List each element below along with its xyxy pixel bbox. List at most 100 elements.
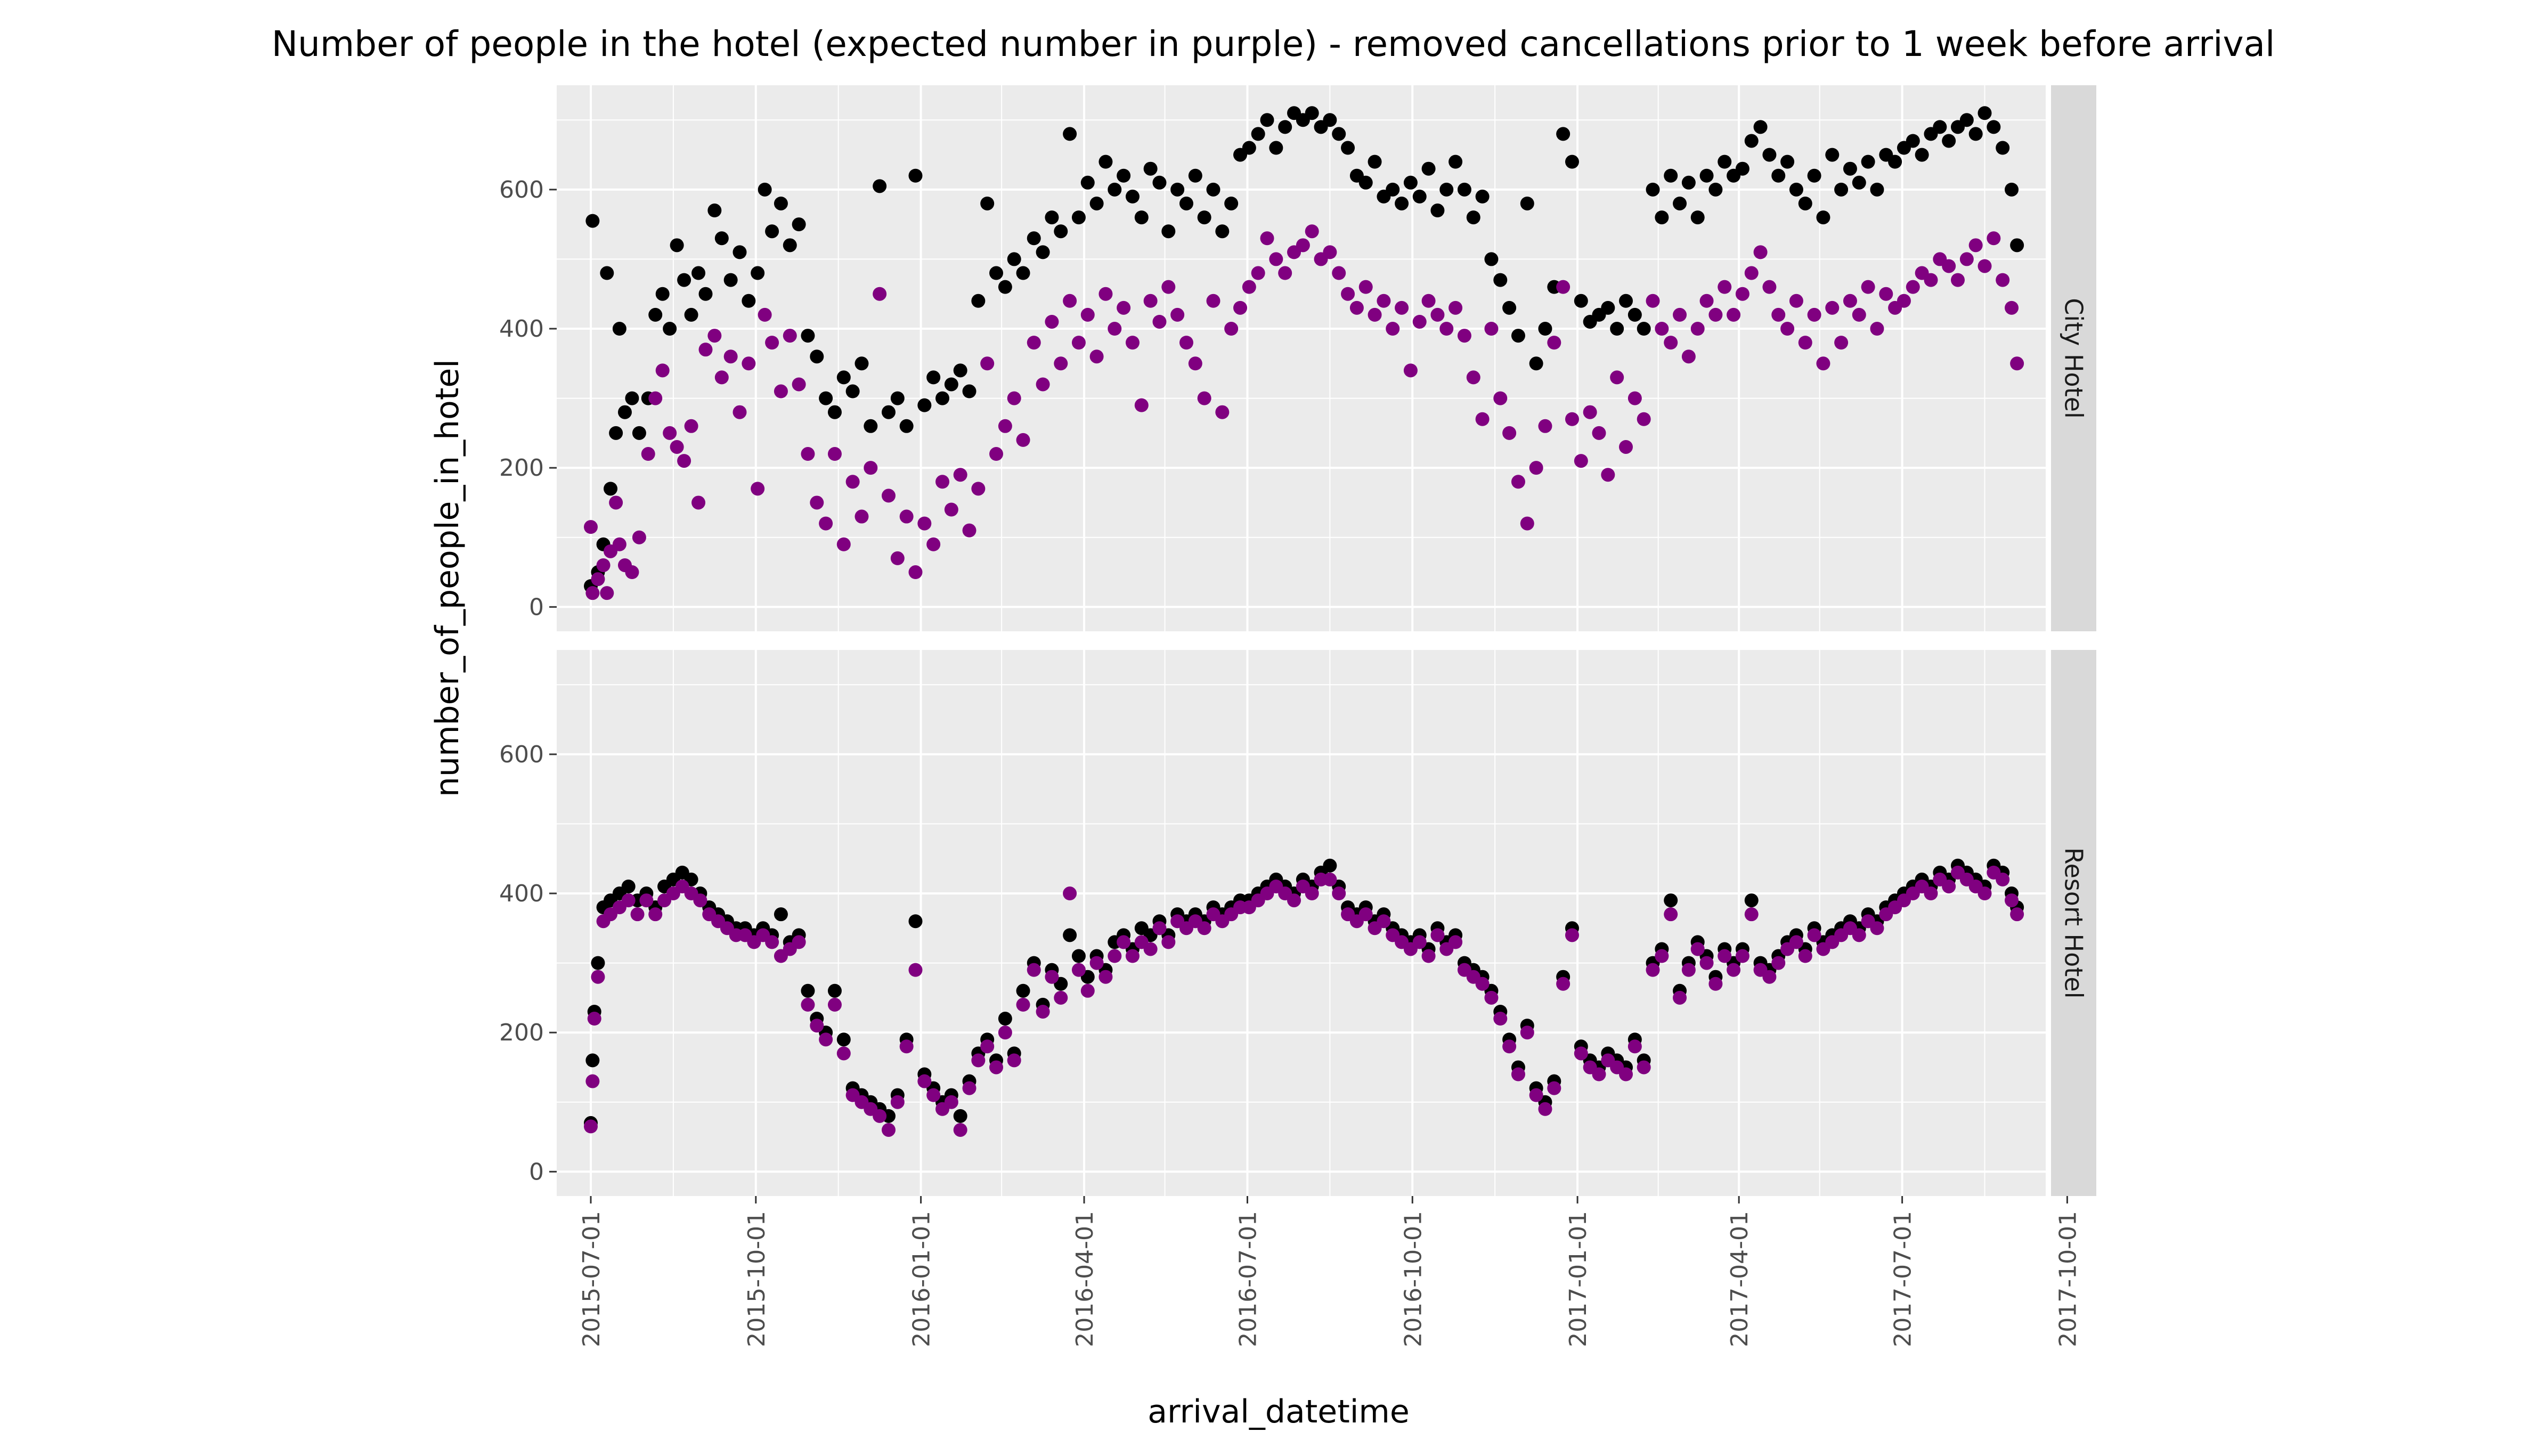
data-point (1511, 475, 1525, 489)
data-point (1484, 322, 1499, 336)
data-point (1332, 886, 1346, 901)
data-point (1565, 154, 1579, 169)
data-point (1852, 928, 1866, 942)
data-point (1251, 266, 1265, 280)
data-point (1036, 245, 1050, 259)
x-axis: 2015-07-01 2015-10-01 2016-01-01 2016-04-01… (578, 1196, 2081, 1347)
data-point (1520, 516, 1534, 531)
data-point (1708, 977, 1723, 991)
data-point (1996, 141, 2010, 155)
data-point (1341, 287, 1355, 301)
data-point (1117, 168, 1131, 183)
data-point (1664, 336, 1678, 350)
data-point (1170, 307, 1185, 322)
data-point (707, 329, 722, 343)
data-point (1942, 134, 1956, 148)
data-point (1430, 204, 1445, 218)
data-point (1016, 997, 1030, 1012)
data-point (625, 391, 639, 405)
data-point (1610, 370, 1624, 385)
data-point (1771, 168, 1786, 183)
data-point (980, 1039, 995, 1054)
data-point (1466, 210, 1480, 225)
data-point (1016, 266, 1030, 280)
data-point (1206, 182, 1220, 197)
data-point (1457, 182, 1471, 197)
data-point (1968, 127, 1983, 141)
data-point (989, 447, 1004, 461)
data-point (1870, 182, 1884, 197)
data-point (1278, 266, 1292, 280)
data-point (648, 907, 663, 922)
data-point (1520, 1026, 1534, 1040)
data-point (583, 1119, 598, 1134)
data-point (1574, 294, 1588, 308)
data-point (1655, 949, 1669, 963)
data-point (1016, 433, 1030, 447)
data-point (1771, 307, 1786, 322)
data-point (1421, 294, 1436, 308)
data-point (1368, 154, 1382, 169)
data-point (873, 179, 887, 193)
data-point (1978, 259, 1992, 273)
data-point (1996, 273, 2010, 287)
data-point (1789, 935, 1803, 949)
data-point (1574, 1046, 1588, 1061)
x-tick-label: 2016-04-01 (1071, 1211, 1098, 1347)
data-point (765, 224, 779, 239)
data-point (1143, 161, 1158, 176)
data-point (1439, 182, 1454, 197)
data-point (1538, 419, 1552, 433)
data-point (758, 182, 772, 197)
data-point (1412, 314, 1427, 329)
data-point (1888, 154, 1902, 169)
y-tick-label: 0 (529, 1158, 544, 1185)
data-point (908, 168, 923, 183)
data-point (1125, 949, 1140, 963)
data-point (1108, 322, 1122, 336)
data-point (1664, 907, 1678, 922)
data-point (1619, 440, 1633, 454)
data-point (801, 447, 815, 461)
y-tick-label: 400 (499, 880, 544, 907)
data-point (890, 1095, 905, 1109)
data-point (953, 468, 967, 482)
data-point (2010, 356, 2024, 371)
data-point (1996, 872, 2010, 886)
data-point (1753, 245, 1768, 259)
data-point (1502, 426, 1517, 440)
data-point (751, 482, 765, 496)
data-point (1377, 914, 1391, 929)
data-point (693, 893, 707, 908)
x-tick-label: 2017-07-01 (1890, 1211, 1917, 1347)
data-point (980, 356, 995, 371)
data-point (648, 307, 663, 322)
data-point (1825, 148, 1840, 162)
data-point (1906, 280, 1920, 294)
data-point (1134, 210, 1149, 225)
data-point (908, 565, 923, 580)
data-point (1861, 154, 1875, 169)
data-point (1143, 942, 1158, 956)
data-point (604, 482, 618, 496)
data-point (1807, 307, 1821, 322)
data-point (873, 287, 887, 301)
data-point (585, 1074, 600, 1088)
data-point (733, 405, 747, 419)
data-point (1215, 405, 1230, 419)
data-point (1287, 893, 1301, 908)
data-point (758, 307, 772, 322)
data-point (1224, 322, 1239, 336)
data-point (609, 495, 623, 510)
data-point (1386, 322, 1400, 336)
data-point (1349, 300, 1364, 315)
facet-strip-label: Resort Hotel (2060, 848, 2088, 999)
x-tick-label: 2015-07-01 (578, 1211, 605, 1347)
data-point (1332, 266, 1346, 280)
data-point (1430, 307, 1445, 322)
data-point (1108, 182, 1122, 197)
data-point (864, 461, 878, 475)
data-point (1529, 356, 1543, 371)
data-point (1673, 307, 1687, 322)
data-point (980, 196, 995, 210)
